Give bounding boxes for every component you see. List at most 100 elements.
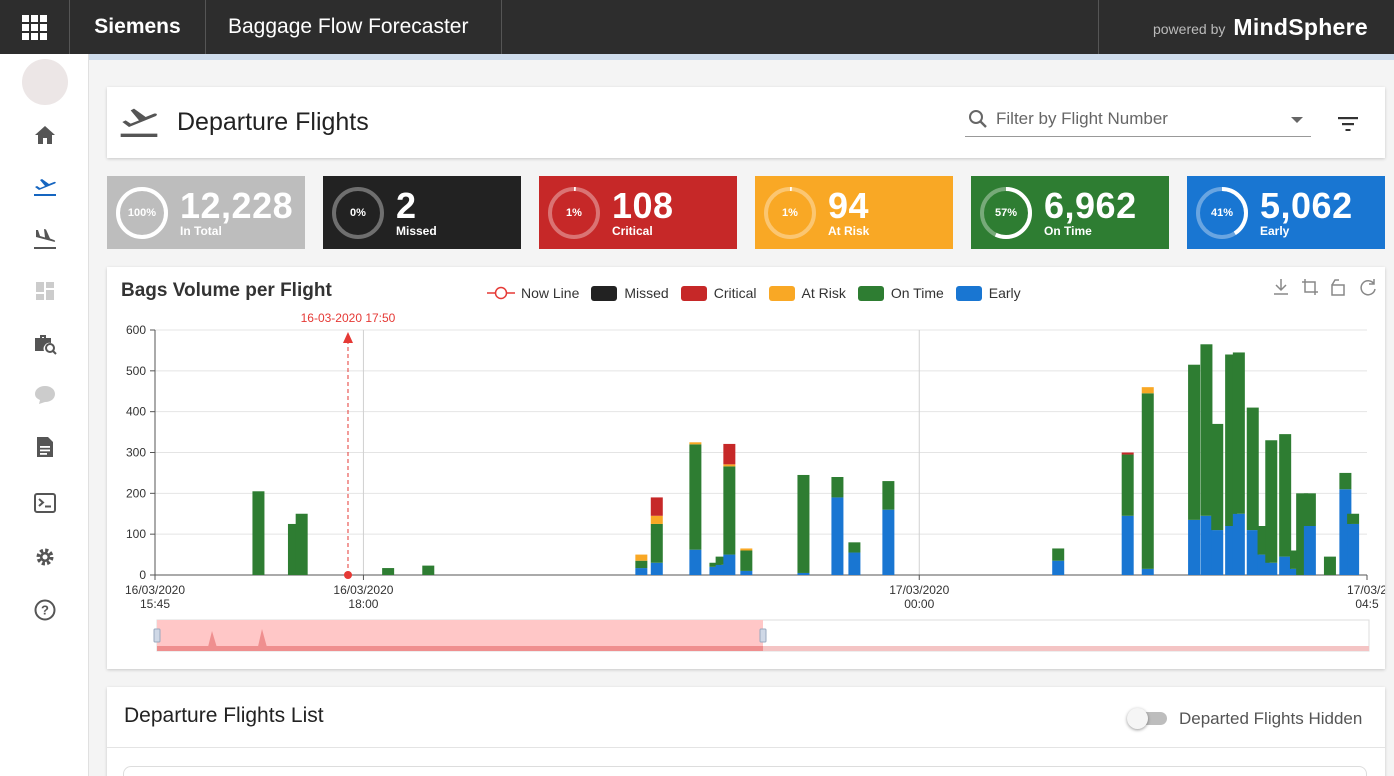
bar-segment-on-time[interactable] [797, 474, 810, 573]
bar-segment-at-risk[interactable] [740, 548, 753, 551]
sidebar-item-chat[interactable] [32, 382, 58, 408]
sidebar-item-console[interactable] [32, 490, 58, 516]
bar-segment-on-time[interactable] [635, 560, 648, 569]
bar-segment-early[interactable] [1211, 530, 1224, 575]
stat-card-at-risk[interactable]: 1% 94 At Risk [755, 176, 953, 249]
bar-segment-early[interactable] [650, 562, 663, 575]
chevron-down-icon[interactable] [1291, 117, 1303, 123]
sidebar-item-arrivals[interactable] [32, 226, 58, 252]
bar-segment-critical[interactable] [650, 497, 663, 516]
top-bar: Siemens Baggage Flow Forecaster powered … [0, 0, 1394, 54]
legend-item-missed[interactable]: Missed [591, 285, 669, 301]
bar-segment-early[interactable] [1289, 568, 1302, 575]
zoom-handle[interactable] [759, 628, 767, 643]
zoom-area-icon[interactable] [1300, 277, 1320, 297]
avatar[interactable] [22, 59, 68, 105]
bar-segment-early[interactable] [1246, 530, 1259, 575]
sidebar-item-departures[interactable] [32, 174, 58, 200]
bar-segment-on-time[interactable] [709, 562, 722, 567]
bar-segment-on-time[interactable] [740, 550, 753, 571]
zoom-handle[interactable] [153, 628, 161, 643]
bar-segment-on-time[interactable] [1246, 407, 1259, 531]
bar-segment-early[interactable] [831, 497, 844, 575]
bar-segment-early[interactable] [635, 568, 648, 575]
bar-segment-on-time[interactable] [1121, 454, 1134, 516]
bar-segment-on-time[interactable] [715, 556, 728, 565]
bar-segment-early[interactable] [689, 549, 702, 575]
bar-segment-on-time[interactable] [295, 513, 308, 575]
bar-segment-at-risk[interactable] [635, 554, 648, 561]
legend-item-early[interactable]: Early [955, 285, 1021, 301]
bar-segment-early[interactable] [797, 572, 810, 575]
stat-card-on-time[interactable]: 57% 6,962 On Time [971, 176, 1169, 249]
bar-segment-early[interactable] [740, 570, 753, 575]
bar-segment-on-time[interactable] [1265, 440, 1278, 563]
legend-item-on-time[interactable]: On Time [857, 285, 944, 301]
bar-segment-on-time[interactable] [1188, 364, 1201, 520]
bar-segment-early[interactable] [848, 552, 861, 575]
bar-segment-early[interactable] [1265, 562, 1278, 575]
bar-segment-at-risk[interactable] [689, 442, 702, 445]
legend-item-critical[interactable]: Critical [680, 285, 757, 301]
sidebar-item-help[interactable]: ? [32, 597, 58, 623]
flight-filter-input[interactable]: Filter by Flight Number [965, 103, 1311, 137]
x-tick-label: 17/03/2020 00:00 [889, 583, 949, 611]
bar-segment-early[interactable] [715, 564, 728, 575]
bar-segment-early[interactable] [1303, 526, 1316, 575]
stat-card-missed[interactable]: 0% 2 Missed [323, 176, 521, 249]
legend-item-now-line[interactable]: Now Line [487, 285, 579, 301]
bar-segment-on-time[interactable] [723, 466, 736, 555]
bar-segment-on-time[interactable] [1200, 344, 1213, 516]
bar-segment-on-time[interactable] [382, 568, 395, 575]
bar-segment-critical[interactable] [723, 443, 736, 465]
bar-segment-early[interactable] [1121, 515, 1134, 575]
bar-segment-early[interactable] [723, 554, 736, 575]
legend-item-at-risk[interactable]: At Risk [768, 285, 846, 301]
bar-segment-on-time[interactable] [422, 565, 435, 575]
bar-segment-early[interactable] [1232, 513, 1245, 575]
filter-icon[interactable] [1338, 117, 1358, 131]
bar-segment-on-time[interactable] [650, 523, 663, 563]
bar-segment-on-time[interactable] [689, 444, 702, 550]
stat-card-early[interactable]: 41% 5,062 Early [1187, 176, 1385, 249]
stat-card-in-total[interactable]: 100% 12,228 In Total [107, 176, 305, 249]
bar-segment-early[interactable] [709, 566, 722, 575]
bar-segment-critical[interactable] [1121, 452, 1134, 455]
bar-segment-on-time[interactable] [1211, 423, 1224, 531]
bar-segment-early[interactable] [882, 509, 895, 575]
bar-segment-early[interactable] [1279, 556, 1292, 575]
bar-segment-early[interactable] [1052, 560, 1065, 575]
app-launcher-button[interactable] [0, 0, 70, 54]
sidebar-item-home[interactable] [32, 122, 58, 148]
bar-segment-early[interactable] [1200, 515, 1213, 575]
bar-segment-on-time[interactable] [831, 477, 844, 498]
refresh-icon[interactable] [1358, 277, 1378, 297]
bar-segment-at-risk[interactable] [723, 464, 736, 467]
bar-segment-on-time[interactable] [1347, 513, 1360, 524]
bar-segment-early[interactable] [1188, 519, 1201, 575]
sidebar-item-baggage-search[interactable] [32, 330, 58, 356]
zoom-reset-icon[interactable] [1329, 277, 1349, 297]
bar-segment-on-time[interactable] [1279, 434, 1292, 557]
bar-segment-at-risk[interactable] [650, 515, 663, 524]
sidebar-item-reports[interactable] [32, 434, 58, 460]
bar-segment-on-time[interactable] [1052, 548, 1065, 561]
bar-segment-on-time[interactable] [1323, 556, 1336, 575]
departed-flights-toggle[interactable] [1127, 707, 1169, 729]
bar-segment-on-time[interactable] [1141, 393, 1154, 569]
sidebar-item-dashboard[interactable] [32, 278, 58, 304]
bar-segment-on-time[interactable] [882, 481, 895, 510]
zoom-window[interactable] [157, 620, 763, 651]
stat-card-critical[interactable]: 1% 108 Critical [539, 176, 737, 249]
zoom-slider[interactable] [153, 619, 1370, 652]
bar-segment-on-time[interactable] [252, 491, 265, 575]
bar-segment-on-time[interactable] [1339, 472, 1352, 490]
bar-segment-early[interactable] [1347, 523, 1360, 575]
bar-segment-on-time[interactable] [1303, 493, 1316, 526]
sidebar-item-settings[interactable] [32, 544, 58, 570]
download-icon[interactable] [1271, 277, 1291, 297]
bar-segment-at-risk[interactable] [1141, 387, 1154, 394]
bar-segment-on-time[interactable] [1232, 352, 1245, 514]
bar-segment-early[interactable] [1141, 568, 1154, 575]
bar-segment-on-time[interactable] [848, 542, 861, 553]
